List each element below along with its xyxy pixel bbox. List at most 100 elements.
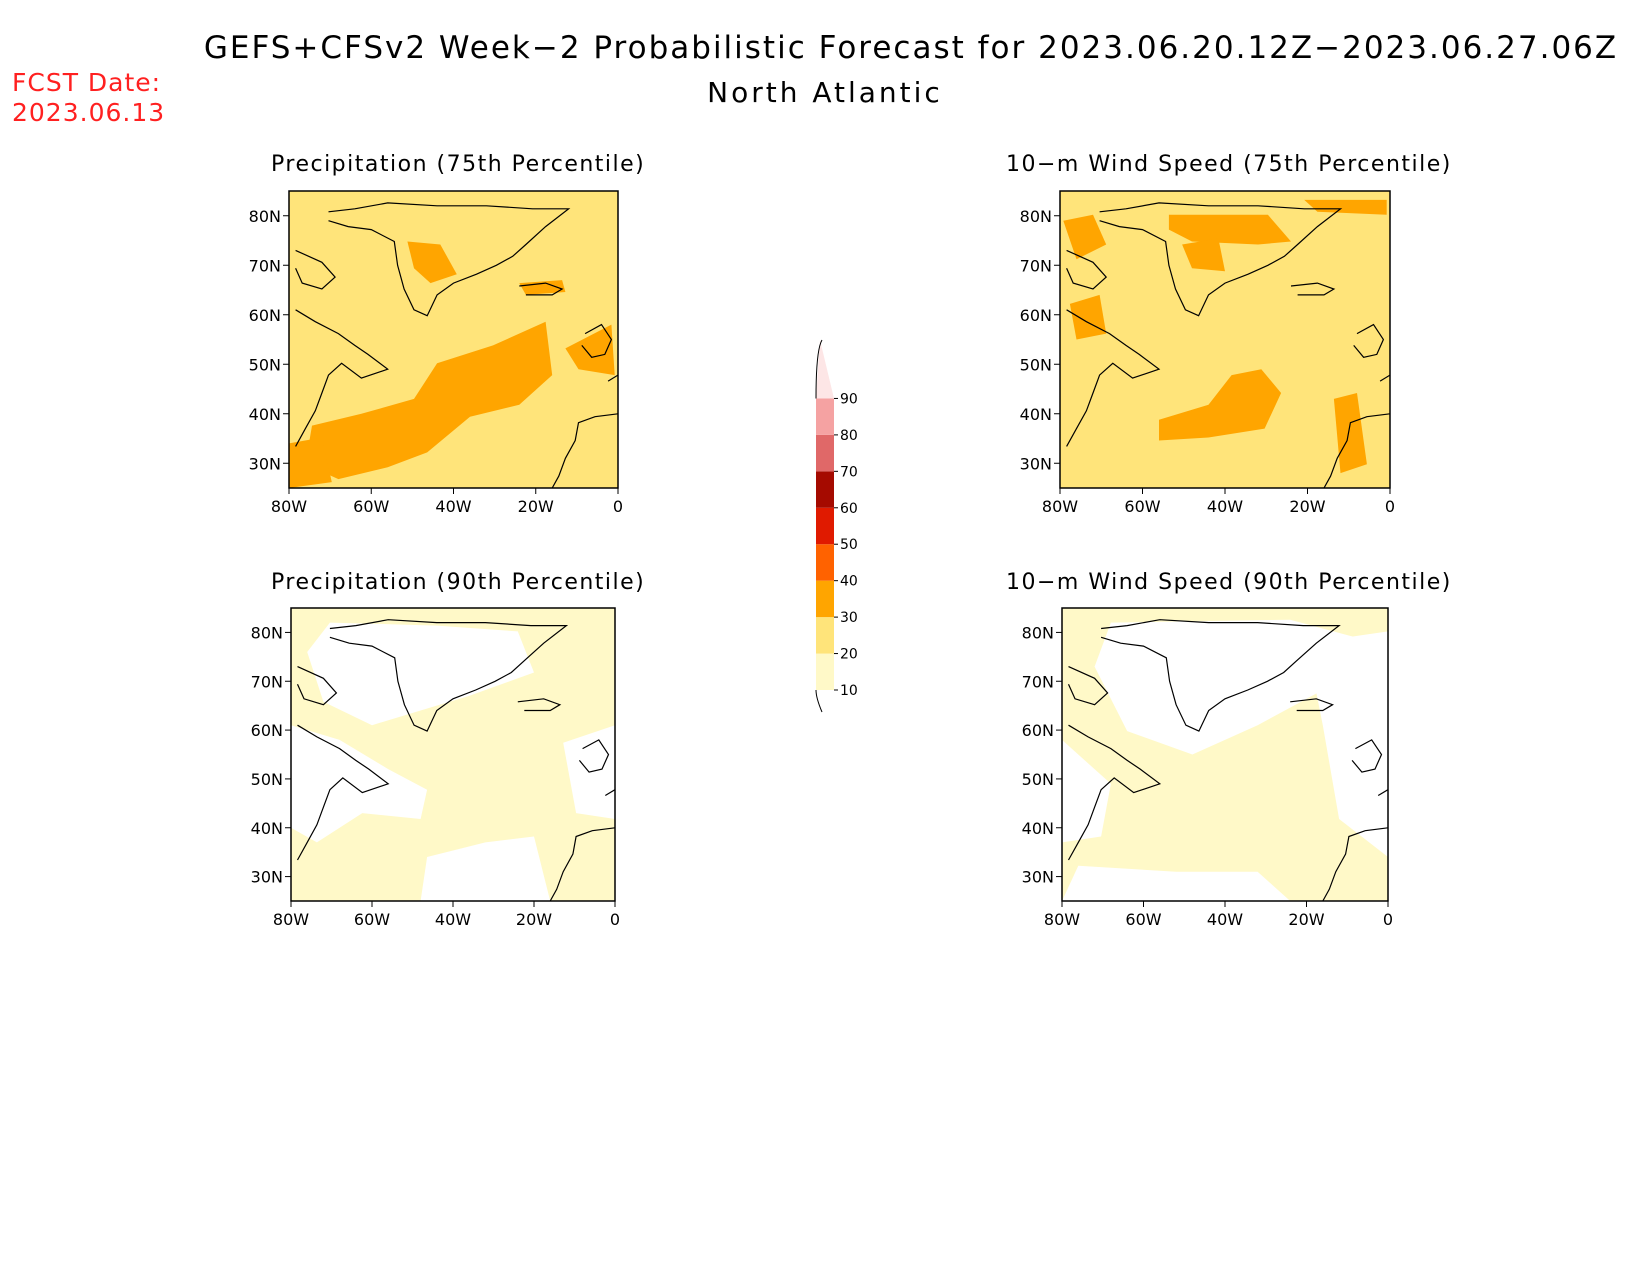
no-signal-region: [420, 836, 551, 901]
lon-tick-label: 0: [1385, 497, 1395, 516]
page-subtitle: North Atlantic: [707, 76, 943, 109]
colorbar-swatch: [816, 398, 834, 435]
lat-tick-label: 40N: [251, 819, 283, 838]
coastline: [295, 309, 389, 447]
high-probability-region: [1063, 214, 1107, 260]
lon-tick-label: 0: [1383, 910, 1393, 929]
coastline: [519, 282, 564, 296]
coastline: [1353, 323, 1385, 358]
no-signal-region: [1062, 865, 1291, 901]
high-probability-region: [289, 437, 332, 488]
no-signal-region: [307, 622, 534, 726]
colorbar-swatch: [816, 617, 834, 654]
lon-tick-label: 60W: [353, 497, 389, 516]
lat-tick-label: 70N: [1022, 672, 1054, 691]
coastline: [581, 323, 613, 358]
map-panel-wind75: 80N 70N 60N 50N 40N 30N 80W 60W 40W 20W 0: [1020, 190, 1395, 516]
no-signal-region: [291, 725, 428, 843]
colorbar-swatch: [816, 580, 834, 618]
lon-tick-label: 40W: [435, 910, 471, 929]
colorbar-label: 10: [840, 683, 858, 699]
high-probability-region: [1304, 199, 1387, 215]
panel-title-wind75: 10−m Wind Speed (75th Percentile): [1006, 152, 1452, 177]
lon-tick-label: 20W: [518, 497, 554, 516]
coastline: [1379, 374, 1390, 382]
coastline: [1290, 282, 1336, 296]
no-signal-region: [1306, 631, 1388, 857]
coastline: [1099, 202, 1343, 317]
coastline: [517, 698, 562, 712]
lon-tick-label: 60W: [354, 910, 390, 929]
lat-tick-label: 70N: [249, 256, 281, 275]
coastline: [296, 724, 390, 861]
lat-tick-label: 70N: [1020, 256, 1052, 275]
coastline: [1290, 698, 1334, 712]
panel-title-precip90: Precipitation (90th Percentile): [271, 570, 646, 595]
coastline: [329, 619, 569, 732]
lat-tick-label: 60N: [1022, 721, 1054, 740]
forecast-date: FCST Date: 2023.06.13: [12, 68, 165, 128]
coastline: [1067, 666, 1109, 706]
lat-tick-label: 80N: [249, 207, 281, 226]
lat-tick-label: 80N: [251, 623, 283, 642]
high-probability-region: [407, 241, 457, 284]
lon-tick-label: 20W: [516, 910, 552, 929]
high-probability-region: [305, 321, 553, 480]
lon-tick-label: 80W: [271, 497, 307, 516]
colorbar: 10 20 30 40 50 60 70 80 90: [815, 339, 858, 713]
lat-tick-label: 50N: [1020, 355, 1052, 374]
coastline: [549, 827, 615, 901]
forecast-date-value: 2023.06.13: [12, 98, 166, 127]
coastline: [1351, 739, 1383, 773]
lat-tick-label: 80N: [1020, 207, 1052, 226]
lon-tick-label: 0: [613, 497, 623, 516]
no-signal-region: [1062, 739, 1111, 843]
coastline: [1377, 789, 1388, 797]
coastline: [1323, 413, 1390, 488]
lon-tick-label: 80W: [273, 910, 309, 929]
coastline: [295, 249, 336, 290]
colorbar-label: 70: [840, 464, 858, 480]
lon-tick-label: 20W: [1289, 497, 1325, 516]
colorbar-label: 60: [840, 501, 858, 517]
lat-tick-label: 50N: [251, 770, 283, 789]
lat-tick-label: 50N: [1022, 770, 1054, 789]
coastline: [1066, 309, 1161, 447]
coastline: [296, 666, 338, 706]
coastline: [1322, 827, 1388, 901]
lat-tick-label: 30N: [249, 454, 281, 473]
colorbar-label: 90: [840, 391, 858, 407]
high-probability-region: [1333, 393, 1367, 474]
colorbar-label: 40: [840, 574, 858, 590]
forecast-date-label: FCST Date:: [12, 68, 162, 97]
colorbar-swatch: [816, 653, 834, 690]
coastline: [578, 739, 610, 773]
page-title: GEFS+CFSv2 Week−2 Probabilistic Forecast…: [203, 30, 1619, 66]
lon-tick-label: 20W: [1288, 910, 1324, 929]
high-probability-region: [1182, 238, 1225, 272]
panel-title-precip75: Precipitation (75th Percentile): [271, 152, 646, 177]
lon-tick-label: 40W: [435, 497, 471, 516]
lat-tick-label: 40N: [1022, 819, 1054, 838]
lon-tick-label: 40W: [1207, 910, 1243, 929]
coastline: [551, 413, 618, 488]
colorbar-label: 20: [840, 647, 858, 663]
map-panel-precip90: 80N 70N 60N 50N 40N 30N 80W 60W 40W 20W 0: [251, 607, 620, 929]
colorbar-swatch: [816, 544, 834, 581]
lon-tick-label: 80W: [1042, 497, 1078, 516]
map-panel-wind90: 80N 70N 60N 50N 40N 30N 80W 60W 40W 20W 0: [1022, 607, 1393, 929]
high-probability-region: [1069, 294, 1107, 340]
lat-tick-label: 70N: [251, 672, 283, 691]
lat-tick-label: 40N: [1020, 405, 1052, 424]
coastline: [1067, 724, 1162, 861]
lon-tick-label: 0: [610, 910, 620, 929]
lat-tick-label: 60N: [249, 306, 281, 325]
colorbar-label: 80: [840, 428, 858, 444]
coastline: [1100, 619, 1341, 732]
lat-tick-label: 30N: [251, 868, 283, 887]
lon-tick-label: 40W: [1207, 497, 1243, 516]
coastline: [1066, 249, 1108, 290]
lat-tick-label: 60N: [1020, 306, 1052, 325]
high-probability-region: [519, 280, 566, 295]
